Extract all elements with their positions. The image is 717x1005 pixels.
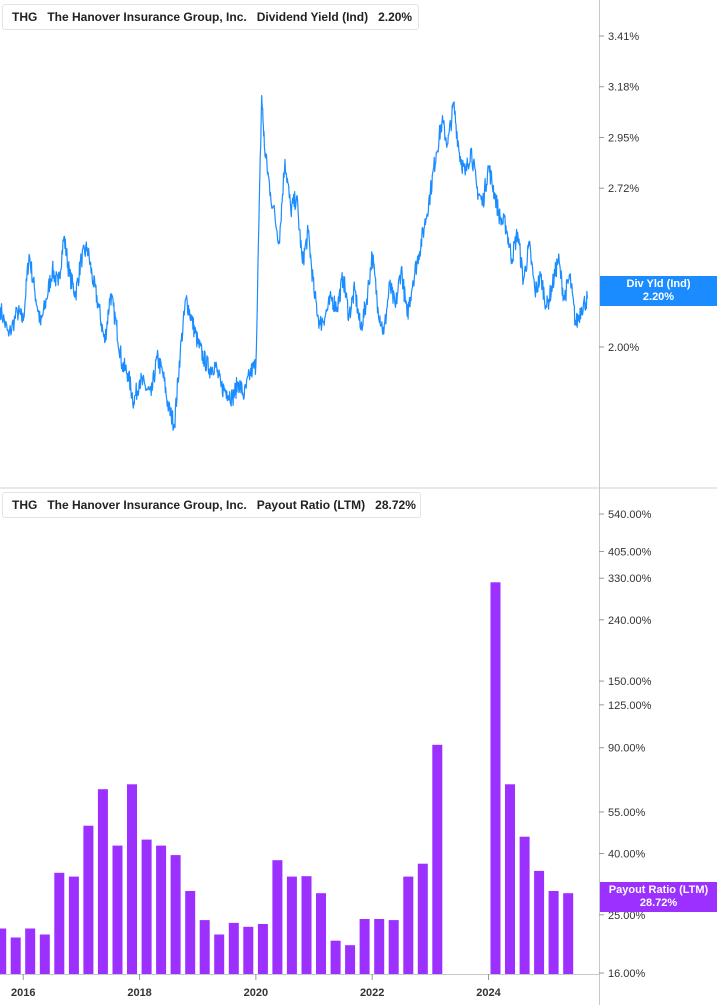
payout-ratio-bar bbox=[68, 876, 79, 974]
payout-ratio-bar bbox=[272, 860, 283, 974]
payout-ratio-bar bbox=[301, 876, 312, 974]
x-tick-label: 2018 bbox=[127, 987, 151, 999]
payout-ratio-bar bbox=[432, 744, 443, 974]
payout-ratio-bar bbox=[330, 940, 341, 974]
payout-ratio-bar bbox=[25, 928, 36, 974]
top-legend: THG The Hanover Insurance Group, Inc. Di… bbox=[2, 4, 419, 30]
payout-ratio-bar bbox=[141, 839, 152, 974]
payout-ratio-bar bbox=[127, 784, 137, 974]
payout-ratio-bar bbox=[39, 934, 50, 974]
company-label: The Hanover Insurance Group, Inc. bbox=[47, 498, 247, 512]
tag-value: 28.72% bbox=[639, 897, 678, 909]
payout-ratio-bar bbox=[417, 863, 428, 974]
payout-ratio-bar bbox=[228, 922, 239, 974]
payout-ratio-bar bbox=[170, 855, 181, 974]
tag-label: Div Yld (Ind) bbox=[626, 278, 691, 290]
payout-ratio-bar bbox=[548, 891, 559, 974]
payout-ratio-bar bbox=[374, 919, 385, 974]
y-tick-label: 3.18% bbox=[608, 82, 639, 94]
metric-value: 28.72% bbox=[375, 498, 416, 512]
tag-label: Payout Ratio (LTM) bbox=[608, 884, 709, 896]
dividend-yield-value-tag: Div Yld (Ind) 2.20% bbox=[600, 276, 717, 306]
payout-ratio-bar bbox=[54, 872, 65, 974]
y-tick-label: 40.00% bbox=[608, 848, 646, 860]
tag-value: 2.20% bbox=[642, 291, 675, 303]
payout-ratio-bar bbox=[257, 924, 268, 974]
payout-ratio-bar bbox=[490, 582, 501, 974]
company-label: The Hanover Insurance Group, Inc. bbox=[47, 10, 247, 24]
payout-ratio-bar bbox=[0, 928, 7, 974]
y-tick-label: 540.00% bbox=[608, 509, 652, 521]
y-tick-label: 125.00% bbox=[608, 700, 652, 712]
payout-ratio-bar bbox=[97, 789, 108, 974]
x-tick-label: 2022 bbox=[360, 987, 384, 999]
y-tick-label: 25.00% bbox=[608, 910, 646, 922]
dividend-yield-line bbox=[0, 94, 588, 431]
payout-ratio-bar bbox=[83, 825, 94, 974]
payout-ratio-bar bbox=[199, 920, 210, 974]
y-tick-label: 240.00% bbox=[608, 615, 652, 627]
ticker-label: THG bbox=[12, 498, 38, 512]
y-tick-label: 16.00% bbox=[608, 968, 646, 980]
y-tick-label: 405.00% bbox=[608, 547, 652, 559]
payout-ratio-bar bbox=[10, 937, 21, 974]
y-tick-label: 150.00% bbox=[608, 676, 652, 688]
y-tick-label: 2.00% bbox=[608, 342, 639, 354]
y-tick-label: 3.41% bbox=[608, 31, 639, 43]
payout-ratio-bar bbox=[156, 845, 167, 974]
payout-ratio-bar bbox=[286, 876, 297, 974]
y-tick-label: 55.00% bbox=[608, 807, 646, 819]
x-tick-label: 2020 bbox=[244, 987, 268, 999]
metric-label: Payout Ratio (LTM) bbox=[256, 498, 366, 512]
payout-ratio-bar bbox=[316, 893, 326, 974]
payout-ratio-bar bbox=[359, 919, 370, 974]
y-tick-label: 2.95% bbox=[608, 132, 639, 144]
payout-ratio-bar bbox=[534, 870, 545, 974]
payout-ratio-bar bbox=[345, 945, 356, 974]
payout-ratio-bar bbox=[519, 836, 530, 974]
payout-ratio-bar bbox=[185, 891, 196, 974]
y-tick-label: 2.72% bbox=[608, 183, 639, 195]
x-tick-label: 2016 bbox=[11, 987, 35, 999]
payout-ratio-bar bbox=[403, 876, 414, 974]
payout-ratio-bar bbox=[388, 920, 399, 974]
y-tick-label: 330.00% bbox=[608, 573, 652, 585]
payout-ratio-value-tag: Payout Ratio (LTM) 28.72% bbox=[600, 882, 717, 912]
bottom-legend: THG The Hanover Insurance Group, Inc. Pa… bbox=[2, 492, 421, 518]
metric-value: 2.20% bbox=[378, 10, 413, 24]
y-tick-label: 90.00% bbox=[608, 743, 646, 755]
payout-ratio-bar bbox=[214, 934, 225, 974]
payout-ratio-bar bbox=[505, 784, 515, 974]
payout-ratio-bar bbox=[243, 926, 254, 974]
ticker-label: THG bbox=[12, 10, 38, 24]
payout-ratio-bar bbox=[563, 893, 574, 974]
metric-label: Dividend Yield (Ind) bbox=[256, 10, 369, 24]
x-tick-label: 2024 bbox=[476, 987, 501, 999]
dividend-yield-series bbox=[0, 94, 588, 431]
payout-ratio-series bbox=[0, 582, 574, 974]
payout-ratio-bar bbox=[112, 845, 123, 974]
